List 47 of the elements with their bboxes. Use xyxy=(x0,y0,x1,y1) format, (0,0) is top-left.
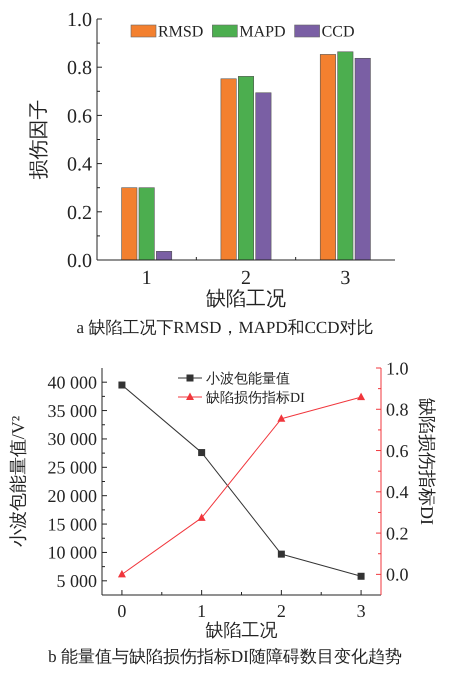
x-tick-label: 2 xyxy=(276,601,286,621)
x-tick-label: 3 xyxy=(356,601,366,621)
text: a 缺陷工况下RMSD，MAPD和CCD对比 xyxy=(76,318,374,337)
y-tick-label: 0.2 xyxy=(67,202,92,224)
point xyxy=(198,449,206,456)
y-axis-title: 损伤因子 xyxy=(28,100,50,180)
point xyxy=(118,570,126,578)
y-tick-label: 20 000 xyxy=(48,486,97,506)
y-tick-label: 10 000 xyxy=(48,542,97,563)
point xyxy=(277,414,286,422)
y2-tick-label: 0.8 xyxy=(386,400,408,420)
y-tick-label: 25 000 xyxy=(48,458,97,478)
y-tick-label: 40 000 xyxy=(48,372,97,392)
y-tick-label: 0.6 xyxy=(67,105,92,128)
y-tick-label: 15 000 xyxy=(48,514,97,534)
text: b 能量值与缺陷损伤指标DI随障碍数目变化趋势 xyxy=(48,647,402,666)
x-axis-title: 缺陷工况 xyxy=(206,620,278,640)
point xyxy=(118,382,126,389)
legend-label: CCD xyxy=(322,24,354,41)
y2-tick-label: 0.6 xyxy=(386,440,408,461)
x-tick-label: 3 xyxy=(340,267,350,289)
x-tick-label: 2 xyxy=(241,267,251,289)
x-tick-label: 1 xyxy=(142,267,152,289)
y-tick-label: 1.0 xyxy=(67,9,92,31)
y2-tick-label: 1.0 xyxy=(386,358,408,378)
legend-label: RMSD xyxy=(158,24,204,41)
legend-label: 缺陷损伤指标DI xyxy=(206,390,306,406)
y-tick-label: 30 000 xyxy=(48,429,97,450)
y2-tick-label: 0.0 xyxy=(386,564,408,585)
y2-tick-label: 0.2 xyxy=(386,523,408,544)
x-tick-label: 1 xyxy=(197,601,206,621)
legend-label: 小波包能量值 xyxy=(206,370,290,387)
y2-tick-label: 0.4 xyxy=(386,482,408,502)
y-tick-label: 35 000 xyxy=(48,400,97,421)
y-tick-label: 0.0 xyxy=(67,250,92,272)
x-axis-title: 缺陷工况 xyxy=(206,288,286,310)
point xyxy=(278,550,285,558)
point xyxy=(357,392,366,400)
y-tick-label: 0.8 xyxy=(67,57,92,80)
point xyxy=(358,572,365,580)
legend-label: MAPD xyxy=(239,24,286,41)
y-tick-label: 0.4 xyxy=(67,154,92,176)
y-axis-title: 小波包能量值/V² xyxy=(8,416,28,548)
x-tick-label: 0 xyxy=(117,601,126,621)
y-tick-label: 5 000 xyxy=(56,571,97,592)
y2-axis-title: 缺陷损伤指标DI xyxy=(417,398,437,525)
point xyxy=(198,513,206,521)
